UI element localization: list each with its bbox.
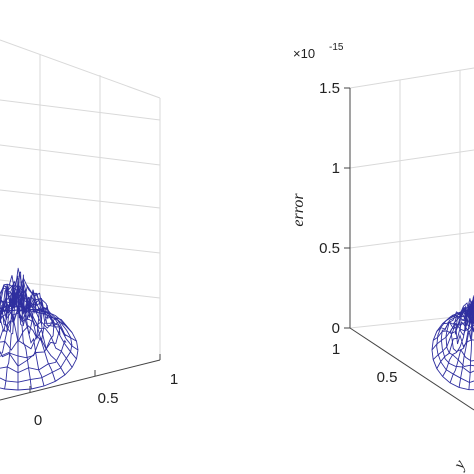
mesh-spoke	[0, 284, 19, 308]
right-surface-mesh	[431, 295, 474, 391]
left-x-tick-label: 1	[170, 371, 178, 388]
mesh-spoke	[17, 306, 66, 376]
right-z-tick-label: 0	[332, 320, 340, 337]
mesh-ring	[454, 300, 474, 348]
mesh-spoke	[17, 293, 45, 387]
mesh-spoke	[468, 304, 474, 322]
right-exponent: ×10 -15	[293, 42, 344, 61]
mesh-spoke	[0, 280, 19, 295]
right-x-tick-label: 1	[332, 341, 340, 358]
mesh-spoke	[17, 297, 77, 360]
mesh-spoke	[0, 297, 19, 341]
left-surface-mesh	[0, 267, 79, 391]
mesh-ring	[0, 294, 49, 351]
mesh-spoke	[458, 306, 474, 388]
mesh-spoke	[0, 286, 19, 316]
mesh-spoke	[458, 301, 474, 318]
mesh-spoke	[17, 276, 73, 333]
right-z-tick-label: 1	[332, 160, 340, 177]
mesh-spoke	[436, 297, 474, 369]
right-y-axis-label: y	[450, 457, 470, 474]
mesh-spoke	[0, 293, 19, 355]
mesh-spoke	[0, 296, 19, 320]
mesh-ring	[459, 305, 474, 337]
mesh-ring	[0, 309, 79, 391]
left-x-tick-label: 0.5	[98, 390, 119, 407]
mesh-spoke	[432, 295, 474, 360]
mesh-spoke	[442, 297, 474, 377]
right-axes	[344, 87, 474, 411]
right-z-ticks: 1.5 1 0.5 0	[319, 80, 340, 337]
mesh-ring	[0, 293, 55, 359]
mesh-spoke	[17, 289, 56, 320]
right-grid	[349, 67, 474, 329]
mesh-spoke	[431, 311, 474, 351]
right-x-ticks: 1 0.5	[332, 341, 398, 386]
z-exponent-power: -15	[329, 42, 344, 53]
left-axes	[0, 354, 161, 401]
mesh-spoke	[0, 275, 19, 317]
mesh-ring	[450, 307, 474, 362]
mesh-spoke	[0, 269, 19, 318]
left-x-tick-label: 0	[34, 412, 42, 429]
mesh-spoke	[17, 309, 32, 390]
mesh-spoke	[17, 282, 77, 342]
mesh-spoke	[0, 299, 19, 316]
left-x-ticks: 1 0.5 0	[34, 371, 178, 429]
right-x-tick-label: 0.5	[377, 369, 398, 386]
mesh-ring	[436, 308, 474, 383]
z-exponent-prefix: ×10	[293, 46, 315, 61]
left-grid	[0, 39, 161, 358]
mesh-ring	[464, 299, 474, 331]
right-z-tick-label: 0.5	[319, 240, 340, 257]
right-z-axis-label: error	[290, 193, 307, 227]
right-z-tick-label: 1.5	[319, 80, 340, 97]
left-panel: 1 0.5 0	[0, 39, 178, 429]
mesh-spoke	[4, 277, 19, 312]
right-panel: 1.5 1 0.5 0 ×10 -15 error 1 0.5 y	[290, 42, 474, 474]
mesh-ring	[440, 307, 474, 374]
mesh-ring	[445, 309, 474, 367]
